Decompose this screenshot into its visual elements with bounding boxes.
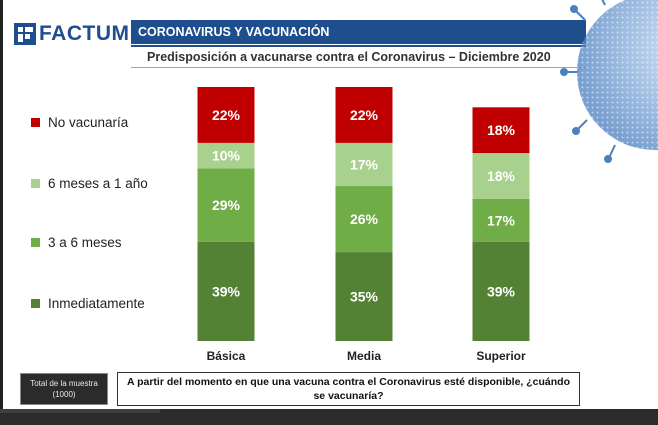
bar-basica-no-vacunaria: [197, 87, 255, 143]
data-label-media-inmediatamente: 35%: [350, 289, 379, 305]
legend-item-3-a-6-meses: 3 a 6 meses: [31, 233, 122, 251]
legend-item-no-vacunaria: No vacunaría: [31, 113, 128, 131]
brand-name: FACTUM: [39, 22, 130, 45]
data-label-superior-6-meses-a-1-ano: 18%: [487, 168, 516, 184]
bar-superior-inmediatamente: [472, 241, 530, 341]
slide-subtitle: Predisposición a vacunarse contra el Cor…: [147, 50, 551, 64]
legend-swatch-inmediatamente: [31, 298, 40, 308]
category-label-superior: Superior: [476, 349, 526, 363]
factum-logo-icon: [14, 23, 36, 45]
bar-basica-6-meses-a-1-ano: [197, 142, 255, 169]
legend-item-6-meses-a-1-ano: 6 meses a 1 año: [31, 174, 148, 192]
legend-label: 3 a 6 meses: [48, 234, 122, 250]
survey-question: A partir del momento en que una vacuna c…: [117, 372, 580, 406]
category-label-basica: Básica: [207, 349, 246, 363]
data-label-basica-inmediatamente: 39%: [212, 283, 241, 299]
data-label-media-3-a-6-meses: 26%: [350, 211, 379, 227]
bar-superior-3-a-6-meses: [472, 198, 530, 242]
legend-label: No vacunaría: [48, 114, 129, 130]
taskbar-highlight: [0, 409, 160, 413]
bar-media-6-meses-a-1-ano: [335, 142, 393, 187]
data-label-superior-inmediatamente: 39%: [487, 283, 516, 299]
taskbar-strip: [0, 409, 658, 425]
legend-swatch-6-meses-a-1-ano: [31, 178, 40, 188]
bar-media-3-a-6-meses: [335, 186, 393, 253]
data-label-basica-3-a-6-meses: 29%: [212, 197, 241, 213]
subtitle-underline: [131, 67, 586, 68]
sample-label: Total de la muestra: [30, 379, 98, 388]
legend-swatch-3-a-6-meses: [31, 237, 40, 247]
bar-superior-6-meses-a-1-ano: [472, 153, 530, 199]
slide-title: CORONAVIRUS Y VACUNACIÓN: [131, 20, 586, 44]
bar-basica-3-a-6-meses: [197, 168, 255, 242]
data-label-superior-3-a-6-meses: 17%: [487, 212, 516, 228]
data-label-media-6-meses-a-1-ano: 17%: [350, 156, 379, 172]
bar-superior-no-vacunaria: [472, 107, 530, 154]
legend-swatch-no-vacunaria: [31, 117, 40, 127]
sample-count: (1000): [52, 390, 76, 399]
window-edge: [0, 0, 3, 425]
data-label-media-no-vacunaria: 22%: [350, 107, 379, 123]
bar-basica-inmediatamente: [197, 241, 255, 341]
bar-media-no-vacunaria: [335, 87, 393, 143]
factum-logo: FACTUM: [14, 22, 130, 46]
data-label-basica-6-meses-a-1-ano: 10%: [212, 148, 241, 164]
bar-media-inmediatamente: [335, 252, 393, 341]
legend-label: Inmediatamente: [48, 295, 145, 311]
title-underline: [131, 45, 586, 47]
sample-size-box: Total de la muestra (1000): [20, 373, 108, 405]
data-label-basica-no-vacunaria: 22%: [212, 107, 241, 123]
data-label-superior-no-vacunaria: 18%: [487, 122, 516, 138]
category-label-media: Media: [347, 349, 381, 363]
legend-label: 6 meses a 1 año: [48, 175, 148, 191]
legend-item-inmediatamente: Inmediatamente: [31, 294, 145, 312]
coronavirus-decoration-icon: [560, 0, 658, 163]
